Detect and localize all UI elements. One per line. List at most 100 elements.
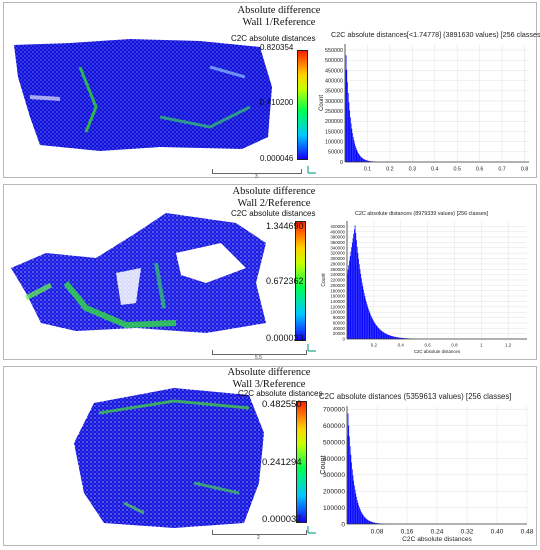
histogram-bar — [351, 462, 352, 524]
y-tick-label: 0 — [340, 160, 343, 166]
histogram-bar — [351, 247, 352, 339]
wall2-title: Absolute difference Wall 2/Reference — [184, 186, 364, 210]
wall1-histogram: C2C absolute distances[<1.74778] (389163… — [319, 30, 540, 172]
histogram-bar — [361, 282, 363, 339]
wall1-panel: Absolute difference Wall 1/Reference C2C… — [3, 2, 537, 180]
histogram-bar — [355, 493, 357, 524]
histogram-bar — [373, 320, 374, 339]
histogram-bar — [368, 520, 370, 524]
histogram-bar — [351, 128, 353, 162]
y-tick-label: 140000 — [330, 299, 345, 304]
histogram-bar — [353, 480, 355, 524]
x-tick-label: 0.40 — [491, 529, 504, 536]
histogram-bar — [380, 330, 382, 339]
histogram-bar — [375, 522, 377, 524]
histogram-bar — [354, 229, 355, 339]
histogram-bar — [397, 337, 399, 339]
wall2-histogram: C2C absolute distances (8979339 values) … — [321, 211, 527, 354]
histogram-bar — [359, 155, 361, 162]
wall2-colorbar-title: C2C absolute distances — [231, 209, 316, 218]
histogram-bar — [357, 253, 359, 339]
histogram-bar — [348, 102, 350, 162]
x-tick-label: 0.1 — [364, 166, 372, 172]
histogram-bar — [355, 232, 357, 339]
wall3-panel: Absolute difference Wall 3/Reference C2C… — [3, 366, 537, 546]
x-tick-label: 0.6 — [425, 342, 432, 347]
x-tick-label: 0.16 — [401, 529, 414, 536]
histogram-bar — [366, 519, 368, 524]
histogram-bar — [347, 92, 349, 162]
histogram-bar — [346, 69, 348, 162]
histogram-bar — [376, 523, 378, 524]
histogram-title: C2C absolute distances[<1.74778] (389163… — [331, 30, 540, 39]
histogram-bar — [357, 153, 359, 162]
y-tick-label: 340000 — [330, 245, 345, 250]
histogram-bar — [364, 296, 366, 339]
y-tick-label: 300000 — [323, 472, 345, 479]
histogram-bar — [356, 240, 357, 339]
histogram-bar — [399, 337, 400, 339]
wall2-title-line2: Wall 2/Reference — [237, 198, 311, 209]
histogram-bar — [365, 518, 367, 524]
histogram-bar — [391, 335, 392, 339]
histogram-bar — [357, 502, 359, 524]
histogram-bar — [368, 160, 370, 162]
y-tick-label: 160000 — [330, 294, 345, 299]
histogram-bar — [394, 336, 396, 339]
histogram-bar — [384, 332, 385, 339]
histogram-bar — [362, 158, 363, 162]
x-tick-label: 0.48 — [521, 529, 534, 536]
x-tick-label: 0.08 — [371, 529, 384, 536]
y-tick-label: 280000 — [330, 261, 345, 266]
wall3-scale-bar — [212, 530, 307, 535]
y-tick-label: 0 — [343, 337, 346, 342]
histogram-bar — [355, 145, 356, 162]
histogram-bar — [372, 319, 374, 339]
histogram-bar — [348, 425, 350, 524]
histogram-bar — [386, 334, 388, 339]
histogram-bar — [380, 329, 381, 339]
wall2-colorbar-max: 1.344690 — [266, 221, 304, 231]
wall1-title-line2: Wall 1/Reference — [242, 17, 316, 28]
histogram-bar — [369, 161, 371, 162]
histogram-bar — [351, 242, 353, 339]
histogram-bar — [363, 516, 365, 524]
histogram-bar — [370, 521, 371, 524]
histogram-bar — [359, 269, 361, 339]
wall3-title-line2: Wall 3/Reference — [232, 379, 306, 390]
wall2-colorbar-min: 0.000033 — [266, 333, 304, 343]
x-tick-label: 0.24 — [431, 529, 444, 536]
wall2-axes-icon — [307, 344, 316, 352]
x-tick-label: 0.2 — [371, 342, 378, 347]
x-axis-label: C2C absolute distances — [402, 536, 472, 543]
histogram-bar — [366, 160, 368, 162]
x-tick-label: 1 — [480, 342, 483, 347]
histogram-bar — [361, 278, 362, 339]
histogram-bar — [377, 327, 379, 339]
histogram-bar — [350, 251, 352, 339]
histogram-bar — [387, 334, 388, 339]
histogram-bar — [374, 322, 376, 339]
histogram-bar — [367, 160, 368, 162]
x-tick-label: 0.2 — [386, 166, 394, 172]
x-tick-label: 0.8 — [521, 166, 529, 172]
wall1-point-cloud — [14, 39, 272, 151]
histogram-bar — [383, 332, 385, 339]
x-tick-label: 0.8 — [451, 342, 458, 347]
histogram-bar — [367, 306, 369, 339]
histogram-bar — [373, 321, 375, 339]
histogram-bar — [360, 510, 362, 524]
histogram-bar — [379, 329, 381, 339]
histogram-bar — [375, 323, 376, 339]
wall1-colorbar-max: 0.820354 — [260, 43, 294, 52]
histogram-bar — [347, 269, 349, 339]
y-tick-label: 0 — [341, 521, 345, 528]
histogram-bar — [350, 123, 352, 162]
histogram-bar — [396, 337, 397, 339]
y-tick-label: 420000 — [330, 224, 345, 229]
histogram-bar — [365, 159, 366, 162]
histogram-bar — [377, 326, 378, 339]
y-axis-label: Count — [319, 95, 325, 111]
x-tick-label: 0.7 — [498, 166, 506, 172]
histogram-bar — [392, 336, 393, 339]
